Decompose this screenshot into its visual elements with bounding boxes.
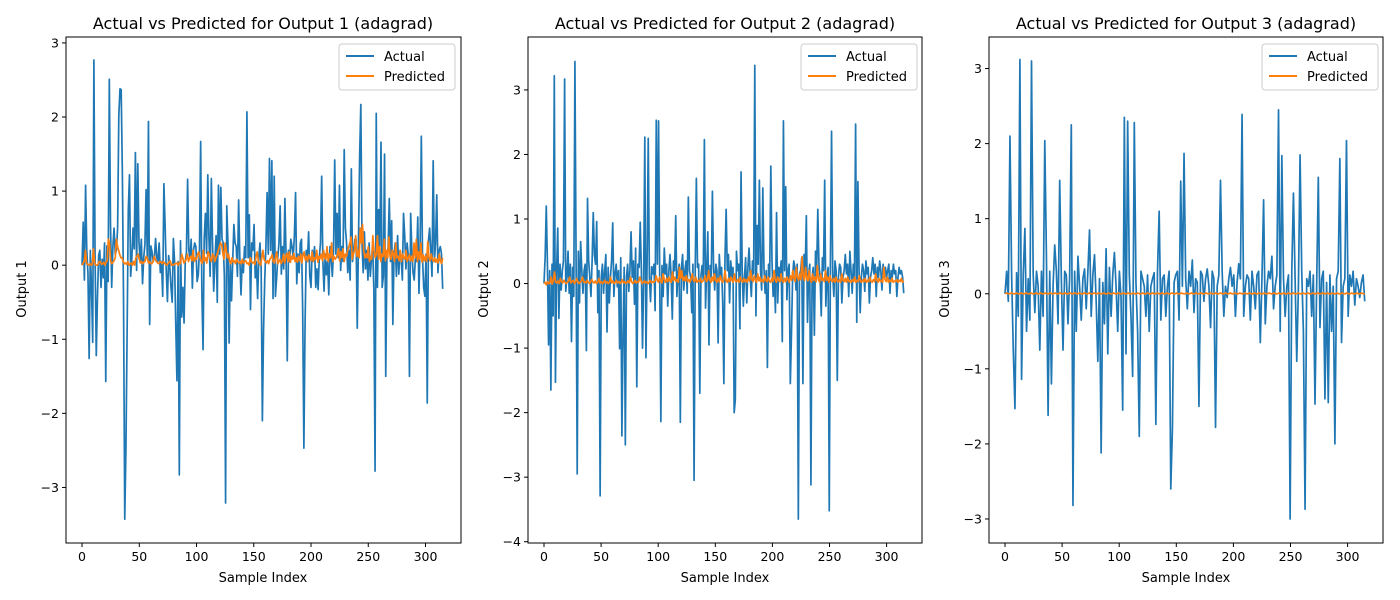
legend: Actual Predicted [800,43,918,91]
y-tick-label: 3 [513,82,521,97]
x-tick-label: 250 [818,549,842,564]
x-tick-label: 50 [131,549,147,564]
series-line-predicted [543,255,905,286]
series-line-predicted [81,223,444,267]
x-axis-label: Sample Index [681,571,770,586]
x-tick-label: 50 [593,549,609,564]
legend-label-actual: Actual [1307,50,1348,65]
y-tick-label: −3 [41,480,59,495]
x-axis-label: Sample Index [1142,571,1231,586]
y-tick-label: 0 [513,276,521,291]
y-tick-label: 3 [974,61,982,76]
series-line-actual [543,60,905,520]
subplot-output-1: Actual vs Predicted for Output 1 (adagra… [15,14,462,586]
x-tick-label: 250 [356,549,380,564]
subplot-output-3: Actual vs Predicted for Output 3 (adagra… [938,14,1384,586]
x-tick-label: 0 [540,549,548,564]
x-axis-label: Sample Index [219,571,308,586]
legend: Actual Predicted [338,43,456,91]
y-tick-label: −1 [503,341,521,356]
y-tick-label: 3 [51,35,59,50]
x-tick-label: 100 [185,549,209,564]
x-tick-label: 300 [414,549,438,564]
plot-area: 0 50 100 150 200 250 300 −3 −2 −1 0 1 2 3 [41,35,462,564]
x-tick-label: 0 [78,549,86,564]
x-tick-label: 100 [1107,549,1131,564]
y-tick-label: −3 [964,511,982,526]
y-axis-label: Output 1 [15,260,30,318]
x-tick-label: 300 [875,549,899,564]
axes-frame [988,36,1384,544]
x-tick-label: 200 [299,549,323,564]
plot-area: 0 50 100 150 200 250 300 −3 −2 −1 0 1 2 3 [964,36,1384,564]
x-tick-label: 300 [1336,549,1360,564]
y-tick-label: 2 [513,147,521,162]
y-tick-label: −3 [503,470,521,485]
x-tick-label: 100 [646,549,670,564]
series-line-actual [1004,58,1366,520]
x-tick-label: 250 [1279,549,1303,564]
y-axis-label: Output 3 [938,260,953,318]
legend-label-actual: Actual [846,50,887,65]
y-tick-label: −1 [964,361,982,376]
series-line-actual [81,59,444,521]
chart-title: Actual vs Predicted for Output 2 (adagra… [555,14,895,33]
y-tick-label: 0 [974,286,982,301]
y-tick-label: 1 [513,212,521,227]
y-tick-label: 1 [51,184,59,199]
y-axis-label: Output 2 [477,260,492,318]
x-tick-label: 50 [1054,549,1070,564]
y-tick-label: 1 [974,211,982,226]
y-tick-label: −1 [41,332,59,347]
y-tick-label: −2 [964,436,982,451]
y-tick-label: 2 [51,110,59,125]
x-tick-label: 0 [1001,549,1009,564]
y-tick-label: 0 [51,258,59,273]
subplot-output-2: Actual vs Predicted for Output 2 (adagra… [477,14,923,586]
series-line-predicted [1004,292,1365,295]
legend-label-predicted: Predicted [846,70,907,85]
plot-area: 0 50 100 150 200 250 300 −4 −3 −2 −1 0 1 2 3 [503,36,923,564]
x-tick-label: 150 [703,549,727,564]
legend: Actual Predicted [1261,43,1379,91]
y-tick-label: −2 [503,405,521,420]
x-tick-label: 200 [1221,549,1245,564]
y-tick-label: −4 [503,534,521,549]
legend-label-actual: Actual [384,50,425,65]
axes-frame [65,36,462,544]
x-tick-label: 150 [1164,549,1188,564]
x-tick-label: 200 [760,549,784,564]
chart-title: Actual vs Predicted for Output 3 (adagra… [1016,14,1356,33]
axes-frame [527,36,923,544]
y-tick-label: 2 [974,136,982,151]
x-tick-label: 150 [242,549,266,564]
legend-label-predicted: Predicted [1307,70,1368,85]
chart-title: Actual vs Predicted for Output 1 (adagra… [93,14,433,33]
legend-label-predicted: Predicted [384,70,445,85]
y-tick-label: −2 [41,406,59,421]
